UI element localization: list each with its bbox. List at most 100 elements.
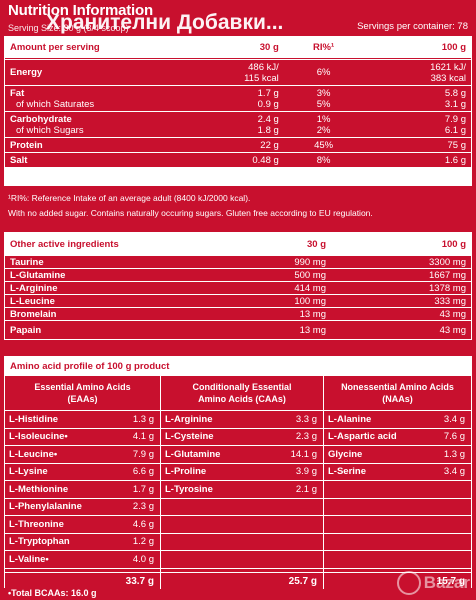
protein-label: Protein — [10, 139, 43, 151]
conditional-total: 25.7 g — [161, 572, 323, 589]
amino-name: L-Aspartic acid — [328, 431, 397, 443]
amino-name: L-Leucine• — [9, 448, 58, 460]
list-item: L-Proline 3.9 g — [161, 464, 323, 481]
conditional-head: Conditionally Essential — [192, 382, 292, 392]
amino-name: L-Cysteine — [165, 431, 214, 443]
fat-100g: 5.8 g — [444, 87, 466, 99]
ingredient-name: Bromelain — [10, 308, 57, 320]
list-item: L-Methionine 1.7 g — [5, 481, 160, 499]
list-item: L-Glutamine 14.1 g — [161, 446, 323, 464]
ingredient-30g: 990 mg — [294, 256, 326, 268]
saturates-ri: 5% — [316, 98, 331, 110]
header-30g: 30 g — [259, 42, 279, 53]
list-item — [161, 499, 323, 516]
ingredient-100g: 333 mg — [434, 295, 466, 307]
watermark-logo-icon — [396, 571, 421, 595]
protein-30g: 22 g — [260, 139, 279, 151]
energy-100g-kj: 1621 kJ/ — [430, 61, 466, 73]
list-item: L-Histidine 1.3 g — [5, 411, 160, 429]
energy-label: Energy — [10, 67, 43, 78]
serving-size: Serving Size: 30 g (3/4 scoop) — [8, 23, 129, 33]
ingredient-30g: 414 mg — [294, 282, 326, 294]
list-item: L-Aspartic acid 7.6 g — [324, 429, 471, 446]
salt-label: Salt — [10, 154, 28, 166]
amino-value: 7.6 g — [443, 431, 465, 443]
saturates-100g: 3.1 g — [444, 98, 466, 110]
table-row-salt: Salt 0.48 g 8% 1.6 g — [5, 152, 471, 167]
list-item — [324, 481, 471, 499]
ingredient-100g: 1378 mg — [429, 282, 466, 294]
amino-value: 2.1 g — [295, 483, 317, 495]
carbohydrate-label: Carbohydrate — [10, 113, 72, 125]
salt-100g: 1.6 g — [444, 154, 466, 166]
sugars-ri: 2% — [316, 124, 331, 136]
other-ingredients-table: Other active ingredients 30 g 100 g Taur… — [4, 232, 472, 340]
watermark-text: Bazar — [423, 573, 470, 592]
amino-value: 1.3 g — [132, 413, 154, 425]
list-item: L-Tryptophan 1.2 g — [5, 534, 160, 551]
amino-value: 4.1 g — [132, 431, 154, 443]
amino-name: Glycine — [328, 448, 363, 460]
overlay-title: Хранителни Добавки... — [46, 11, 284, 34]
amino-value: 2.3 g — [295, 431, 317, 443]
list-item: L-Leucine• 7.9 g — [5, 446, 160, 464]
list-item: L-Valine• 4.0 g — [5, 551, 160, 569]
other-header-label: Other active ingredients — [10, 238, 119, 250]
amino-value: 3.9 g — [295, 466, 317, 478]
table-row: Taurine 990 mg 3300 mg — [5, 255, 471, 268]
list-item: L-Phenylalanine 2.3 g — [5, 499, 160, 516]
saturates-label: of which Saturates — [16, 98, 95, 110]
list-item: L-Isoleucine• 4.1 g — [5, 429, 160, 446]
amino-name: L-Lysine — [9, 466, 48, 478]
ingredient-100g: 43 mg — [439, 308, 466, 320]
ingredient-name: L-Glutamine — [10, 269, 66, 281]
amino-value: 1.3 g — [443, 448, 465, 460]
table-row: L-Arginine 414 mg 1378 mg — [5, 281, 471, 294]
table-row-carbohydrate: Carbohydrate of which Sugars 2.4 g 1.8 g… — [5, 111, 471, 137]
carbohydrate-30g: 2.4 g — [257, 113, 279, 125]
essential-head: Essential Amino Acids — [34, 382, 131, 392]
salt-ri: 8% — [316, 154, 331, 166]
amino-name: L-Histidine — [9, 413, 59, 425]
amino-name: L-Glutamine — [165, 448, 221, 460]
amino-acid-table: Amino acid profile of 100 g product Esse… — [4, 356, 472, 589]
ingredient-30g: 13 mg — [299, 324, 326, 336]
sugars-100g: 6.1 g — [444, 124, 466, 136]
salt-30g: 0.48 g — [252, 154, 279, 166]
servings-per-container: Servings per container: 78 — [357, 21, 468, 32]
carbohydrate-100g: 7.9 g — [444, 113, 466, 125]
amino-value: 3.4 g — [443, 466, 465, 478]
nutrition-table: Amount per serving 30 g RI%¹ 100 g Energ… — [4, 36, 472, 186]
table-row-fat: Fat of which Saturates 1.7 g 0.9 g 3% 5%… — [5, 85, 471, 111]
ingredient-name: L-Arginine — [10, 282, 58, 294]
table-row: Papain 13 mg 43 mg — [5, 320, 471, 339]
amino-value: 6.6 g — [132, 466, 154, 478]
amino-value: 3.3 g — [295, 413, 317, 425]
carbohydrate-ri: 1% — [316, 113, 331, 125]
amino-value: 2.3 g — [132, 501, 154, 513]
amino-name: L-Threonine — [9, 518, 64, 530]
amino-value: 3.4 g — [443, 413, 465, 425]
amino-name: L-Serine — [328, 466, 367, 478]
sugar-note: With no added sugar. Contains naturally … — [8, 208, 373, 218]
amino-value: 14.1 g — [290, 448, 317, 460]
essential-total: 33.7 g — [5, 572, 160, 589]
list-item — [161, 551, 323, 569]
amino-name: L-Isoleucine• — [9, 431, 68, 443]
amino-value: 4.0 g — [132, 553, 154, 565]
list-item: L-Threonine 4.6 g — [5, 516, 160, 534]
amino-name: L-Valine• — [9, 553, 49, 565]
protein-ri: 45% — [314, 139, 334, 151]
ingredient-name: Taurine — [10, 256, 44, 268]
other-header-row: Other active ingredients 30 g 100 g — [5, 233, 471, 255]
energy-ri: 6% — [316, 67, 331, 78]
sugars-30g: 1.8 g — [257, 124, 279, 136]
table-row-protein: Protein 22 g 45% 75 g — [5, 137, 471, 152]
conditional-head-abbr: Amino Acids (CAAs) — [198, 394, 286, 404]
table-row: L-Leucine 100 mg 333 mg — [5, 294, 471, 307]
ingredient-name: Papain — [10, 324, 42, 336]
energy-100g-kcal: 383 kcal — [430, 72, 466, 84]
fat-label: Fat — [10, 87, 25, 99]
table-row: Bromelain 13 mg 43 mg — [5, 307, 471, 320]
amino-value: 1.2 g — [132, 536, 154, 548]
